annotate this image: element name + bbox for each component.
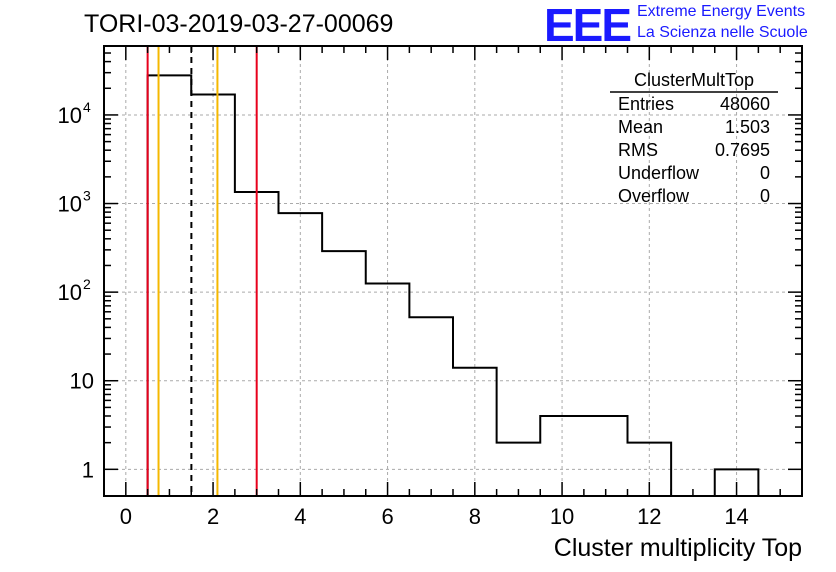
stats-row-label: Entries <box>618 94 674 114</box>
stats-row-label: Overflow <box>618 186 690 206</box>
y-tick-exponent: 3 <box>83 188 91 204</box>
histogram-bars <box>146 74 673 496</box>
eee-logo: EEE <box>544 0 632 51</box>
logo-line-1: Extreme Energy Events <box>637 3 806 20</box>
stats-row-value: 48060 <box>720 94 770 114</box>
stats-row-value: 1.503 <box>725 117 770 137</box>
x-tick-label: 2 <box>207 504 219 529</box>
stats-box-title: ClusterMultTop <box>634 70 754 90</box>
x-tick-label: 14 <box>724 504 748 529</box>
x-tick-label: 6 <box>381 504 393 529</box>
x-tick-label: 8 <box>469 504 481 529</box>
x-tick-label: 0 <box>120 504 132 529</box>
stats-row-label: RMS <box>618 140 658 160</box>
stats-row-value: 0 <box>760 163 770 183</box>
y-tick-label: 10 <box>58 280 82 305</box>
stats-row-value: 0.7695 <box>715 140 770 160</box>
y-tick-label: 1 <box>82 457 94 482</box>
x-tick-label: 4 <box>294 504 306 529</box>
stats-row-value: 0 <box>760 186 770 206</box>
stats-row-label: Underflow <box>618 163 700 183</box>
histogram-bars <box>713 468 760 496</box>
plot-frame <box>103 45 803 497</box>
x-tick-label: 10 <box>550 504 574 529</box>
y-tick-label: 10 <box>58 103 82 128</box>
y-tick-label: 10 <box>70 369 94 394</box>
y-tick-label: 10 <box>58 192 82 217</box>
y-tick-exponent: 2 <box>83 276 91 292</box>
y-tick-exponent: 4 <box>83 99 91 115</box>
x-tick-label: 12 <box>637 504 661 529</box>
logo-line-2: La Scienza nelle Scuole <box>637 24 808 41</box>
stats-row-label: Mean <box>618 117 663 137</box>
plot-title: TORI-03-2019-03-27-00069 <box>84 10 394 38</box>
x-axis-label: Cluster multiplicity Top <box>553 534 802 562</box>
